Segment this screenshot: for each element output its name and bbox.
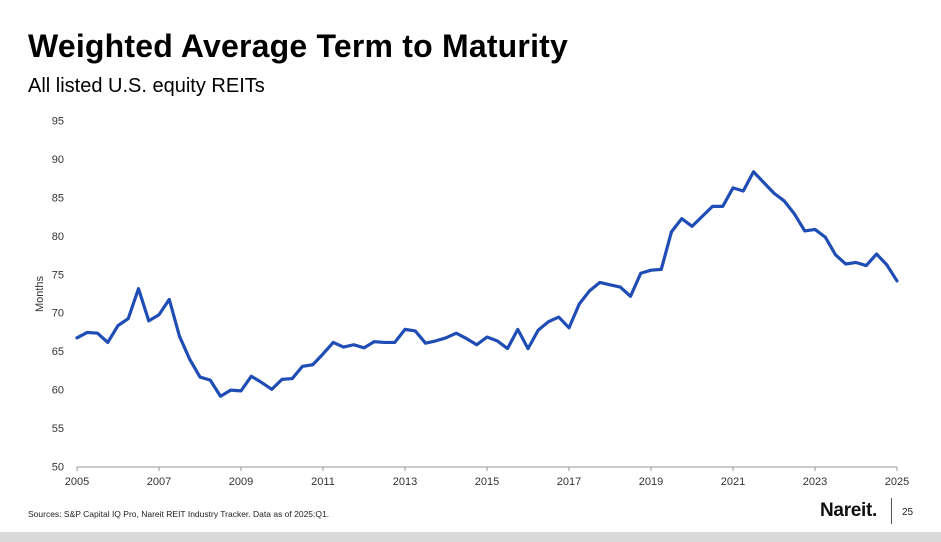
nareit-logo: Nareit. bbox=[820, 500, 878, 521]
y-tick-label: 70 bbox=[52, 308, 64, 320]
line-chart: 50 55 60 65 70 75 80 85 90 95 2005 2007 2009 2011 201… bbox=[34, 116, 909, 489]
source-note: Sources: S&P Capital IQ Pro, Nareit REIT… bbox=[28, 509, 330, 519]
x-tick-label: 2023 bbox=[803, 476, 827, 488]
y-tick-label: 80 bbox=[52, 231, 64, 243]
x-tick-label: 2005 bbox=[65, 476, 89, 488]
y-tick-label: 85 bbox=[52, 192, 64, 204]
x-tick-label: 2007 bbox=[147, 476, 171, 488]
series-group bbox=[75, 170, 899, 398]
slide-title: Weighted Average Term to Maturity bbox=[28, 28, 569, 64]
x-tick-label: 2021 bbox=[721, 476, 745, 488]
x-tick-label: 2015 bbox=[475, 476, 499, 488]
x-tick-label: 2013 bbox=[393, 476, 417, 488]
y-tick-label: 95 bbox=[52, 116, 64, 128]
y-tick-label: 75 bbox=[52, 269, 64, 281]
x-axis-ticks: 2005 2007 2009 2011 2013 2015 2017 2019 2021 2023… bbox=[65, 467, 909, 488]
page-number: 25 bbox=[902, 507, 914, 518]
y-tick-label: 65 bbox=[52, 346, 64, 358]
y-tick-label: 50 bbox=[52, 462, 64, 474]
x-tick-label: 2019 bbox=[639, 476, 663, 488]
x-tick-label: 2009 bbox=[229, 476, 253, 488]
x-tick-label: 2011 bbox=[311, 476, 335, 488]
x-tick-label: 2017 bbox=[557, 476, 581, 488]
x-tick-label: 2025 bbox=[885, 476, 909, 488]
slide-subtitle: All listed U.S. equity REITs bbox=[28, 75, 265, 97]
y-axis-ticks: 50 55 60 65 70 75 80 85 90 95 bbox=[52, 116, 64, 474]
y-tick-label: 55 bbox=[52, 423, 64, 435]
series-line-0 bbox=[75, 170, 899, 398]
footer-divider bbox=[891, 498, 892, 524]
y-tick-label: 90 bbox=[52, 154, 64, 166]
y-tick-label: 60 bbox=[52, 385, 64, 397]
y-axis-label: Months bbox=[34, 275, 46, 312]
